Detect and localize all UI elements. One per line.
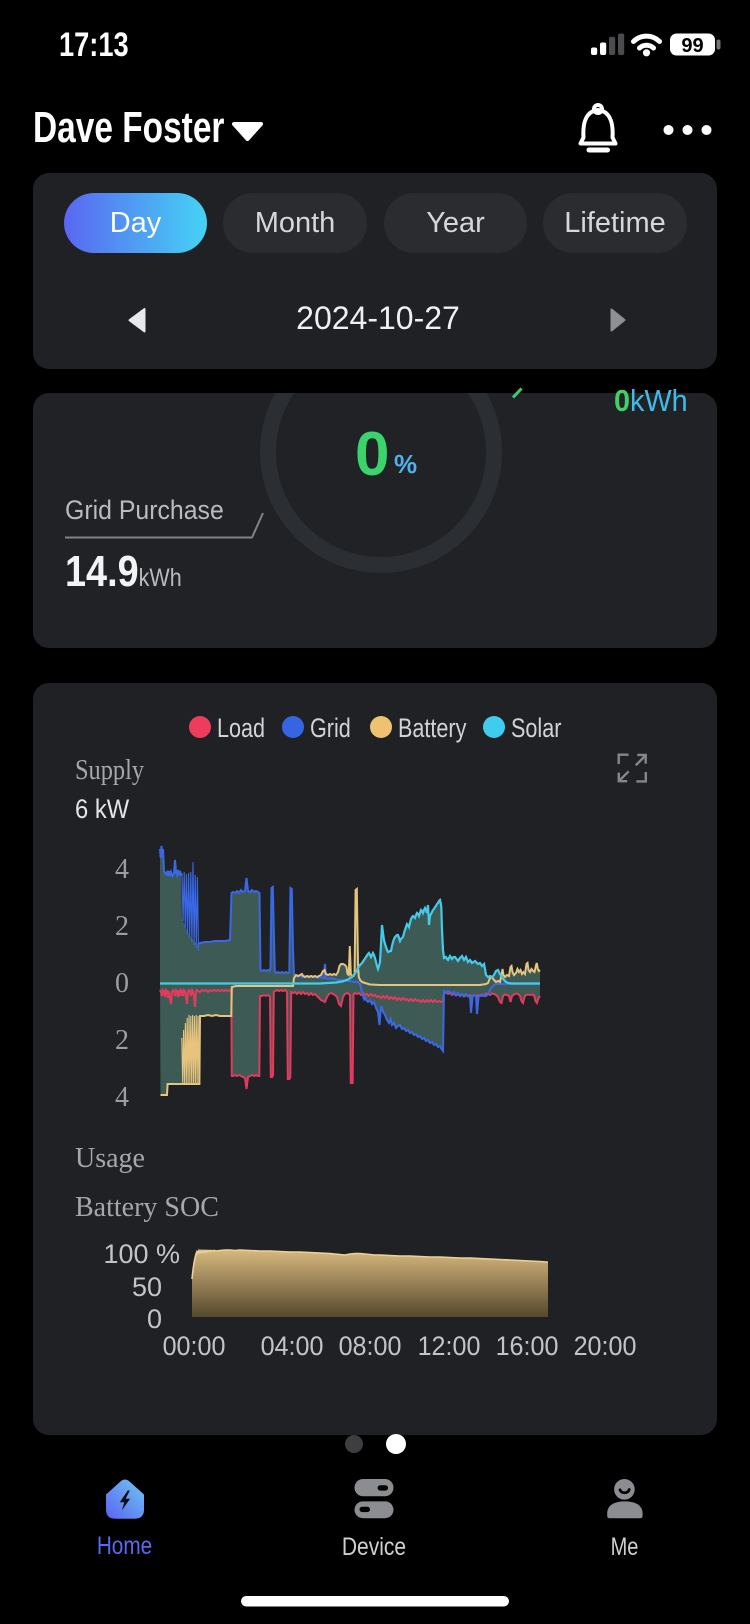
svg-text:99: 99 <box>681 35 703 57</box>
